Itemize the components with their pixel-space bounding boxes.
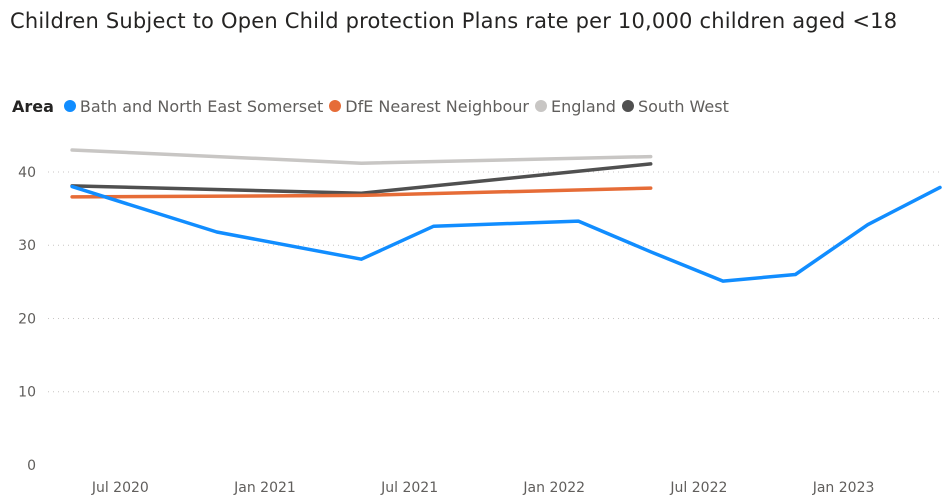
legend-marker-icon [63, 100, 76, 112]
x-tick-label: Jan 2022 [522, 480, 585, 496]
legend-label: Bath and North East Somerset [79, 96, 324, 116]
x-tick-label: Jan 2023 [812, 480, 875, 496]
y-tick-label: 30 [18, 238, 36, 254]
legend-marker-icon [329, 100, 342, 112]
series-line-south-west [70, 162, 653, 195]
x-tick-label: Jul 2020 [91, 480, 149, 496]
series-line-dfe-nearest-neighbour [70, 186, 653, 199]
legend-title: Area [12, 96, 54, 116]
legend-label: DfE Nearest Neighbour [345, 96, 529, 116]
series-line-england [70, 148, 653, 165]
y-tick-label: 20 [18, 311, 36, 327]
y-tick-label: 40 [18, 165, 36, 181]
legend-marker-icon [535, 100, 547, 112]
x-tick-label: Jul 2021 [380, 480, 438, 496]
y-tick-label: 0 [27, 458, 36, 474]
chart-title: Children Subject to Open Child protectio… [10, 9, 898, 33]
series-line-bath-and-north-east-somerset [70, 184, 942, 283]
legend-item-bath-and-north-east-somerset[interactable]: Bath and North East Somerset [63, 96, 324, 116]
legend-label: England [551, 96, 616, 116]
legend-marker-icon [621, 100, 634, 112]
x-tick-label: Jul 2022 [669, 480, 727, 496]
y-tick-label: 10 [18, 385, 36, 401]
legend-item-south-west[interactable]: South West [621, 96, 729, 116]
legend: Area Bath and North East Somerset DfE Ne… [12, 94, 735, 118]
legend-item-dfe-nearest-neighbour[interactable]: DfE Nearest Neighbour [329, 97, 529, 116]
legend-item-england[interactable]: England [535, 97, 616, 116]
legend-label: South West [637, 96, 729, 116]
x-tick-label: Jan 2021 [233, 480, 296, 496]
